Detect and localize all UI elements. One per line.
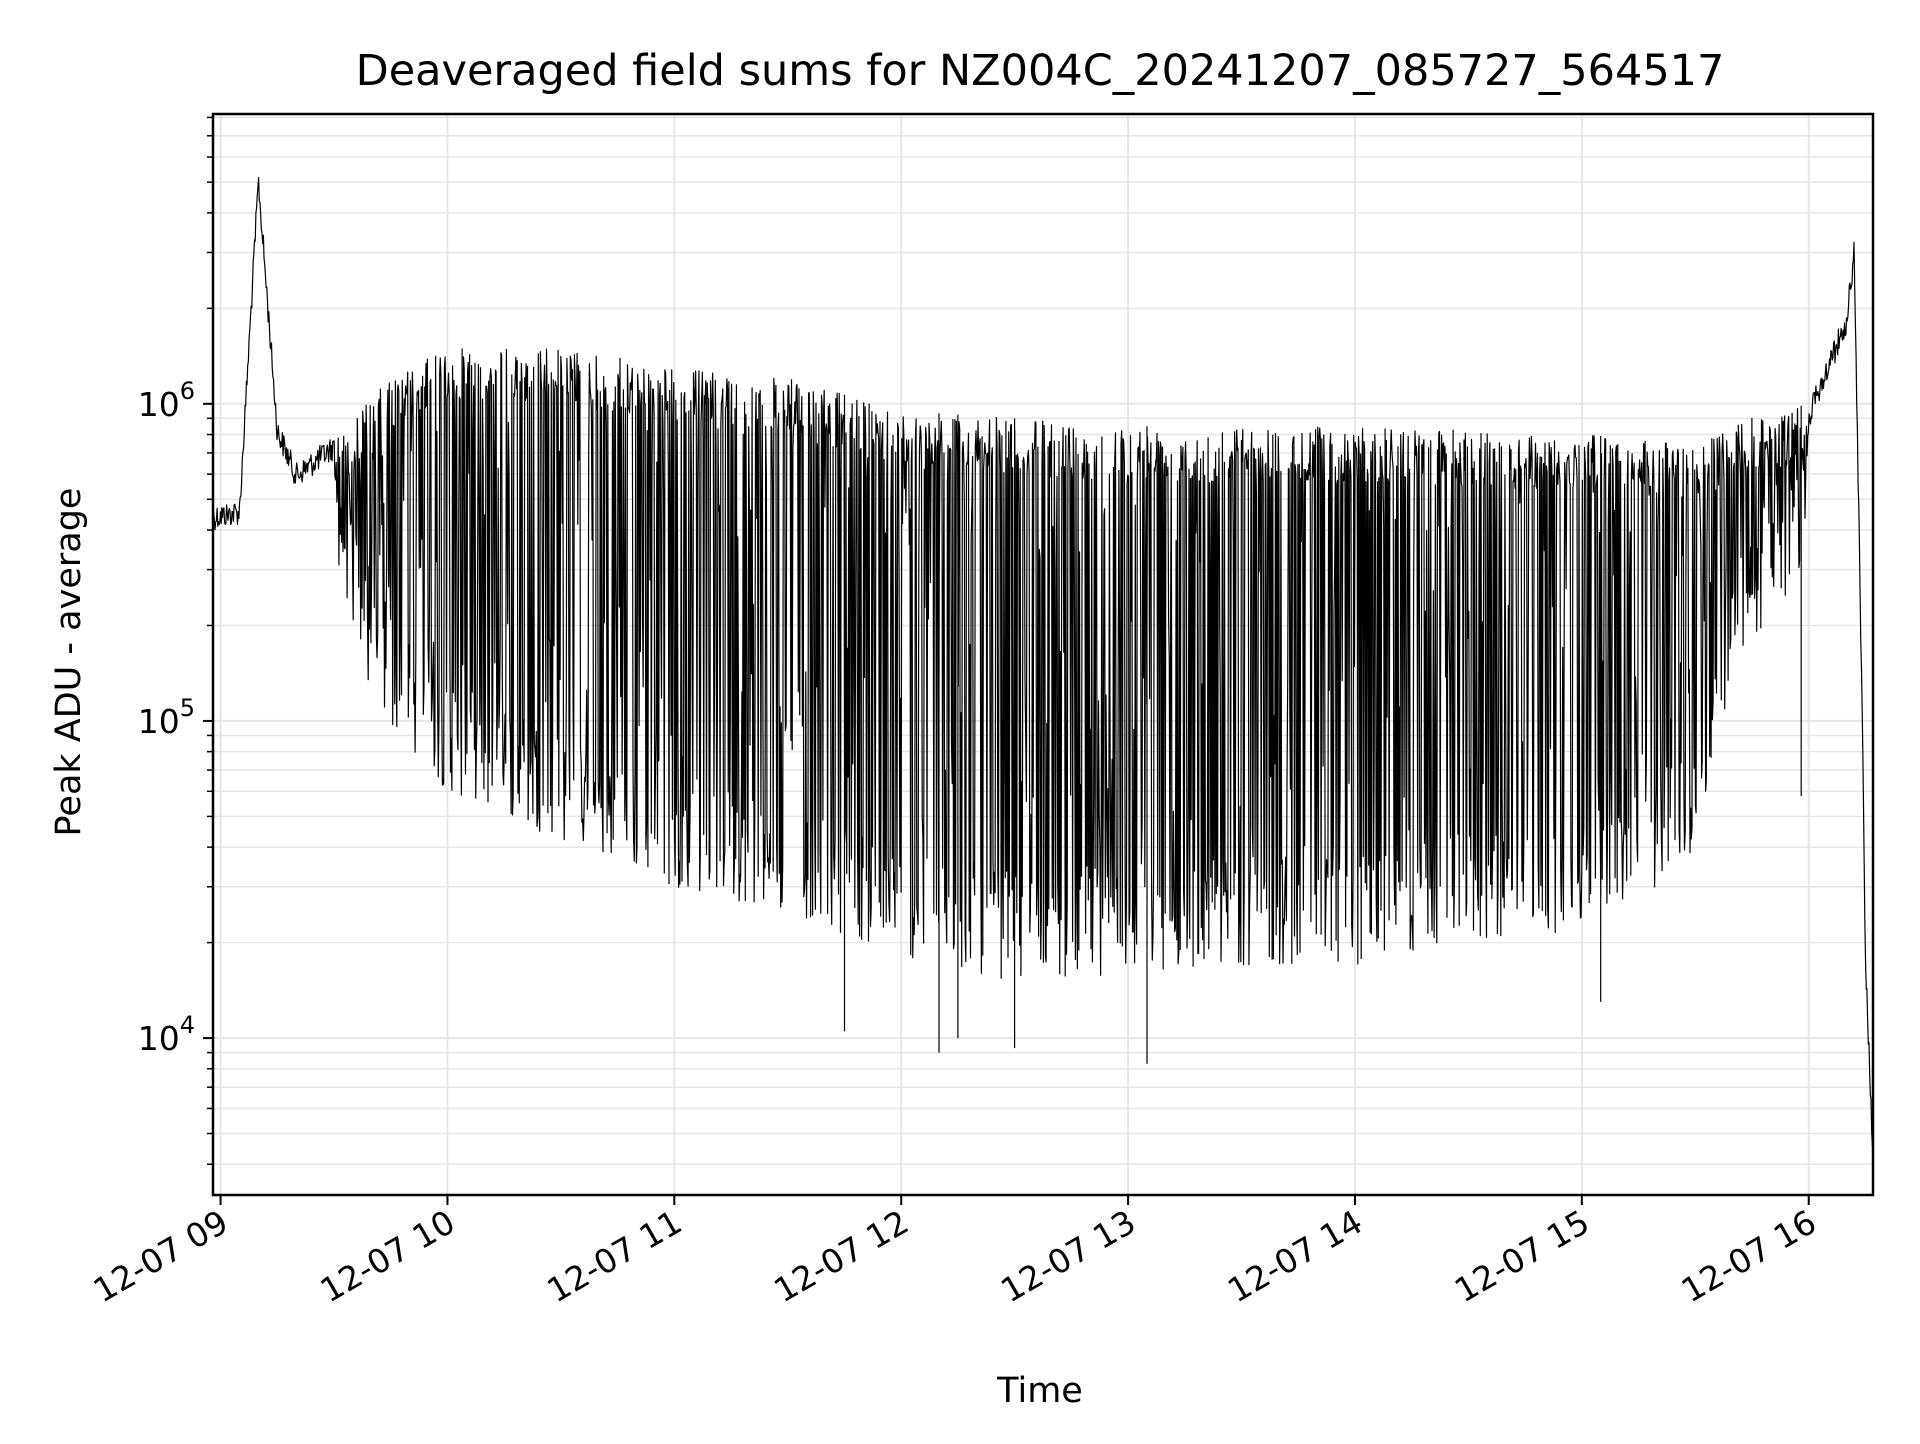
series-layer — [212, 176, 1873, 1147]
chart-title: Deaveraged field sums for NZ004C_2024120… — [356, 46, 1725, 96]
y-tick-label: 106 — [138, 377, 195, 424]
x-axis-label: Time — [996, 1371, 1083, 1411]
plot-frame — [211, 112, 1875, 1197]
series-line — [212, 176, 1873, 1147]
y-tick-label: 104 — [138, 1011, 195, 1058]
y-tick-label: 105 — [138, 694, 195, 741]
y-axis-label: Peak ADU - average — [49, 488, 89, 837]
